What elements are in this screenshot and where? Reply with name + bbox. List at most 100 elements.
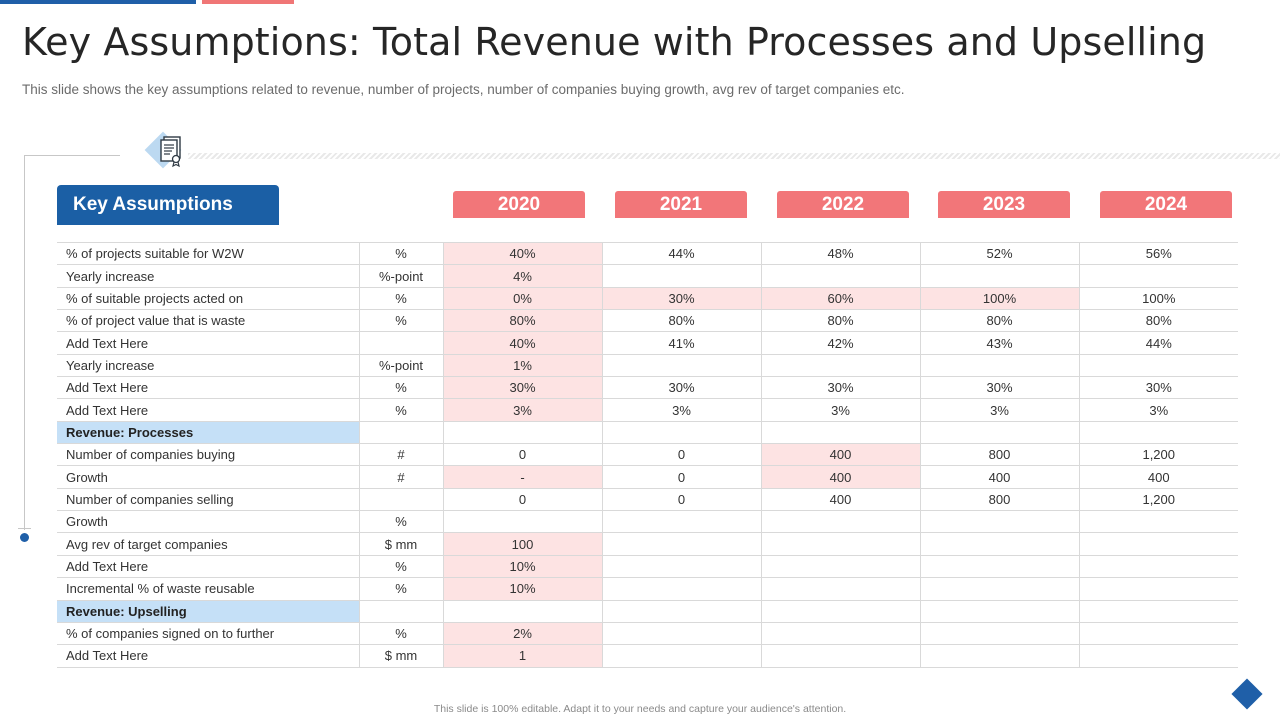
table-row: Avg rev of target companies $ mm 100 <box>57 532 1238 556</box>
value-cell: 1,200 <box>1079 443 1238 467</box>
section-label: Revenue: Processes <box>57 421 360 445</box>
table-row: % of project value that is waste% 80% 80% 8… <box>57 309 1238 333</box>
row-label: Number of companies selling <box>57 488 360 512</box>
row-unit: %-point <box>359 354 444 378</box>
value-cell: 0% <box>443 287 603 311</box>
value-cell <box>1079 555 1238 579</box>
value-cell <box>920 555 1080 579</box>
table-row: Yearly increase %-point 4% <box>57 264 1238 288</box>
value-cell: 80% <box>443 309 603 333</box>
value-cell <box>920 622 1080 646</box>
year-header-2024: 2024 <box>1100 191 1232 218</box>
value-cell: - <box>443 465 603 489</box>
key-assumptions-header: Key Assumptions <box>57 185 279 225</box>
value-cell: 80% <box>761 309 921 333</box>
value-cell: 80% <box>602 309 762 333</box>
year-header-2022: 2022 <box>777 191 909 218</box>
value-cell <box>602 421 762 445</box>
value-cell <box>1079 577 1238 601</box>
value-cell: 30% <box>602 376 762 400</box>
value-cell: 52% <box>920 241 1080 266</box>
row-label: Add Text Here <box>57 644 360 668</box>
top-accent-blue <box>0 0 196 4</box>
year-header-2021: 2021 <box>615 191 747 218</box>
value-cell: 1% <box>443 354 603 378</box>
value-cell: 40% <box>443 331 603 355</box>
row-unit: # <box>359 465 444 489</box>
value-cell: 1,200 <box>1079 488 1238 512</box>
value-cell: 3% <box>1079 398 1238 422</box>
value-cell <box>1079 510 1238 534</box>
value-cell: 10% <box>443 555 603 579</box>
value-cell <box>920 264 1080 288</box>
table-row: Add Text Here $ mm 1 <box>57 644 1238 668</box>
table-row: % of projects suitable for W2W% 40% 44% 48%… <box>57 241 1238 266</box>
value-cell: 60% <box>761 287 921 311</box>
page-title: Key Assumptions: Total Revenue with Proc… <box>22 20 1207 64</box>
table-row: Add Text Here% 10% <box>57 555 1238 579</box>
section-label: Revenue: Upselling <box>57 600 360 623</box>
row-unit: %-point <box>359 264 444 288</box>
value-cell: 3% <box>761 398 921 422</box>
row-unit <box>359 331 444 355</box>
value-cell: 44% <box>602 241 762 266</box>
section-row: Revenue: Upselling <box>57 600 1238 623</box>
value-cell <box>761 264 921 288</box>
table-row: Growth% <box>57 510 1238 534</box>
value-cell <box>602 264 762 288</box>
value-cell: 30% <box>602 287 762 311</box>
value-cell: 800 <box>920 443 1080 467</box>
value-cell: 400 <box>1079 465 1238 489</box>
value-cell: 4% <box>443 264 603 288</box>
value-cell: 3% <box>920 398 1080 422</box>
value-cell <box>602 622 762 646</box>
row-label: Add Text Here <box>57 398 360 422</box>
row-label: % of project value that is waste <box>57 309 360 333</box>
row-label: Yearly increase <box>57 264 360 288</box>
row-label: % of suitable projects acted on <box>57 287 360 311</box>
row-unit: % <box>359 510 444 534</box>
row-unit: % <box>359 287 444 311</box>
value-cell <box>1079 644 1238 668</box>
value-cell <box>1079 532 1238 556</box>
value-cell <box>761 421 921 445</box>
value-cell <box>920 532 1080 556</box>
table-row: Number of companies buying #0 0 400 800 1,200 <box>57 443 1238 467</box>
table-row: Growth # -0 400 400 400 <box>57 465 1238 489</box>
value-cell <box>761 354 921 378</box>
page-subtitle: This slide shows the key assumptions rel… <box>22 82 905 97</box>
value-cell <box>602 577 762 601</box>
value-cell <box>602 600 762 623</box>
value-cell <box>602 532 762 556</box>
decorative-dot <box>20 533 29 542</box>
year-header-2023: 2023 <box>938 191 1070 218</box>
value-cell <box>602 354 762 378</box>
value-cell <box>920 421 1080 445</box>
value-cell: 80% <box>1079 309 1238 333</box>
row-unit: % <box>359 577 444 601</box>
value-cell <box>920 510 1080 534</box>
value-cell <box>1079 622 1238 646</box>
value-cell <box>920 577 1080 601</box>
value-cell <box>1079 421 1238 445</box>
table-row: Add Text Here% 3% 3% 3% 3% 3% <box>57 398 1238 422</box>
value-cell: 0 <box>443 488 603 512</box>
value-cell: 44% <box>1079 331 1238 355</box>
row-label: Avg rev of target companies <box>57 532 360 556</box>
value-cell: 10% <box>443 577 603 601</box>
value-cell: 0 <box>602 465 762 489</box>
row-unit: % <box>359 241 444 266</box>
table-row: Incremental % of waste reusable% 10% <box>57 577 1238 601</box>
assumptions-table: % of projects suitable for W2W% 40% 44% 48%… <box>57 241 1238 668</box>
row-label: Yearly increase <box>57 354 360 378</box>
document-icon-glyph <box>160 136 181 168</box>
row-unit <box>359 421 444 445</box>
value-cell <box>761 577 921 601</box>
value-cell <box>1079 354 1238 378</box>
row-label: Growth <box>57 465 360 489</box>
document-icon <box>144 131 188 169</box>
row-label: % of projects suitable for W2W <box>57 241 360 266</box>
value-cell <box>761 510 921 534</box>
row-label: % of companies signed on to further <box>57 622 360 646</box>
row-unit: % <box>359 376 444 400</box>
